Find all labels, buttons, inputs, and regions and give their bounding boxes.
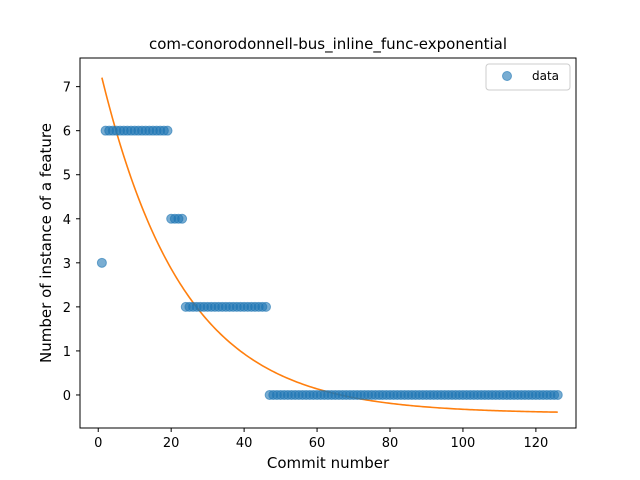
y-axis: 0 1 2 3 4 5 6 7 [63,81,80,404]
y-tick-label: 3 [63,257,71,272]
plot-frame [79,57,577,429]
x-tick-label: 100 [451,436,476,451]
x-tick-label: 80 [382,436,399,451]
legend-label-data: data [532,69,559,83]
x-axis: 0 20 40 60 80 100 120 [94,428,548,451]
y-tick-label: 5 [63,169,71,184]
data-point [552,389,563,400]
x-tick-label: 20 [163,436,180,451]
data-point [96,257,107,268]
chart-title: com-conorodonnell-bus_inline_func-expone… [149,35,507,54]
x-tick-label: 40 [236,436,253,451]
y-tick-label: 7 [63,81,71,96]
data-point [177,213,188,224]
legend: data [485,63,571,91]
y-tick-label: 6 [63,125,71,140]
legend-box [485,63,571,91]
y-axis-label: Number of instance of a feature [37,123,55,363]
data-point [162,125,173,136]
x-tick-label: 60 [309,436,326,451]
x-tick-label: 120 [523,436,548,451]
legend-marker-data [502,71,512,81]
points-layer [96,125,563,400]
x-tick-label: 0 [94,436,102,451]
y-tick-label: 2 [63,301,71,316]
data-point [261,301,271,312]
x-axis-label: Commit number [267,454,390,472]
y-tick-label: 0 [63,389,71,404]
y-tick-label: 1 [63,345,71,360]
y-tick-label: 4 [63,213,71,228]
